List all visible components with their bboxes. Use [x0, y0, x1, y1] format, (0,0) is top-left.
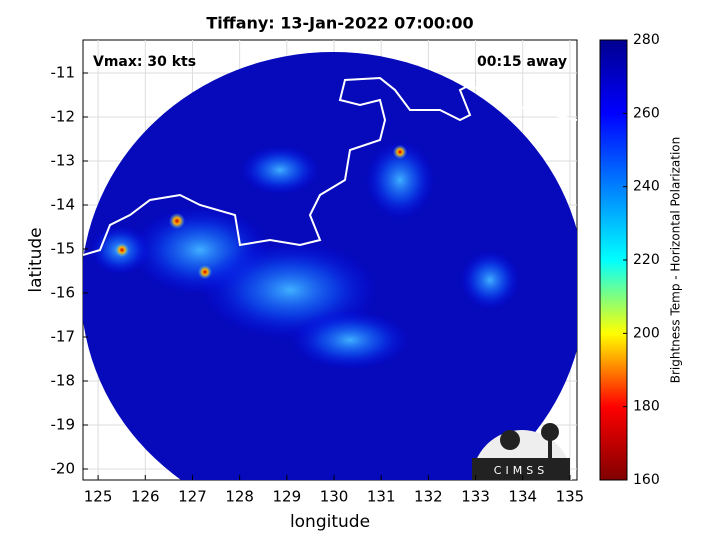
y-axis-label: latitude — [26, 227, 46, 292]
colorbar-tick-label: 240 — [633, 179, 660, 195]
chart-title: Tiffany: 13-Jan-2022 07:00:00 — [206, 14, 473, 33]
x-tick-label: 127 — [178, 488, 207, 506]
y-tick-label: -18 — [51, 372, 76, 390]
x-tick-label: 133 — [461, 488, 490, 506]
y-tick-label: -17 — [51, 328, 76, 346]
colorbar-tick-label: 280 — [633, 32, 660, 48]
colorbar-tick-label: 160 — [633, 472, 660, 488]
x-tick-label: 132 — [414, 488, 443, 506]
annotation: Vmax: 30 kts — [93, 54, 196, 70]
x-tick-label: 134 — [508, 488, 537, 506]
x-tick-label: 129 — [273, 488, 302, 506]
x-tick-label: 135 — [556, 488, 585, 506]
y-tick-label: -19 — [51, 416, 76, 434]
colorbar-tick-label: 260 — [633, 105, 660, 121]
colorbar-label: Brightness Temp - Horizontal Polarizatio… — [669, 137, 683, 384]
swath — [83, 52, 577, 480]
x-tick-label: 126 — [131, 488, 160, 506]
colorbar-tick-label: 180 — [633, 399, 660, 415]
y-tick-label: -20 — [51, 460, 76, 478]
x-tick-label: 125 — [84, 488, 113, 506]
logo: CIMSS — [472, 423, 572, 480]
y-tick-label: -11 — [51, 64, 76, 82]
colorbar — [599, 39, 628, 481]
y-tick-label: -13 — [51, 152, 76, 170]
colorbar-tick-label: 220 — [633, 252, 660, 268]
y-tick-label: -14 — [51, 196, 76, 214]
y-tick-label: -12 — [51, 108, 76, 126]
x-tick-label: 128 — [225, 488, 254, 506]
y-tick-label: -15 — [51, 240, 76, 258]
y-tick-label: -16 — [51, 284, 76, 302]
annotation: 00:15 away — [477, 54, 567, 70]
colorbar-tick-label: 200 — [633, 325, 660, 341]
x-axis-label: longitude — [290, 512, 370, 532]
logo-text: CIMSS — [494, 464, 548, 477]
x-tick-label: 130 — [320, 488, 349, 506]
x-tick-label: 131 — [367, 488, 396, 506]
